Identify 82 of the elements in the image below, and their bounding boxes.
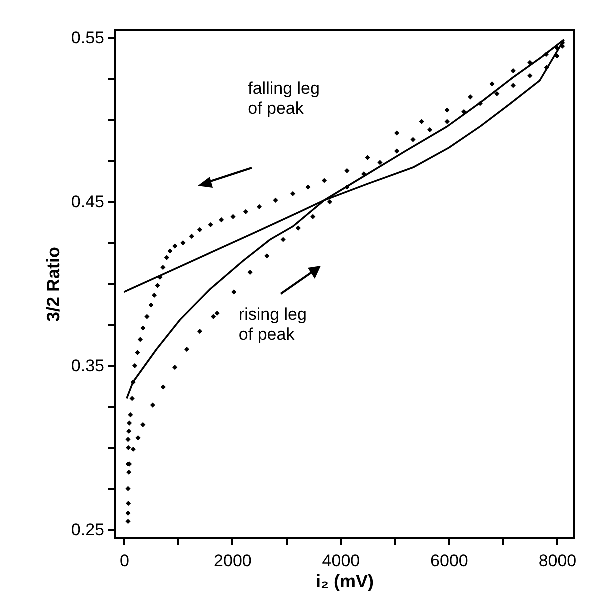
x-tick-label: 6000 (430, 552, 468, 570)
annotation: falling leg of peak (248, 78, 320, 118)
point (172, 365, 178, 370)
point (243, 209, 249, 214)
point (322, 178, 328, 184)
x-axis-title: i₂ (mV) (316, 572, 374, 592)
point (164, 255, 170, 260)
point (273, 198, 278, 203)
point (444, 108, 450, 113)
point (214, 310, 220, 316)
x-tick-label: 4000 (322, 552, 360, 570)
point (148, 302, 154, 308)
point (172, 244, 178, 249)
point (132, 363, 138, 368)
point (280, 237, 286, 242)
point (197, 328, 203, 334)
point (135, 350, 140, 356)
y-tick-label: 0.55 (71, 28, 104, 48)
point (130, 396, 135, 402)
point (210, 314, 216, 320)
point (248, 270, 253, 276)
point (264, 254, 270, 259)
annotation: rising leg of peak (238, 304, 307, 344)
point (306, 184, 311, 190)
point (197, 227, 203, 232)
point (184, 347, 190, 352)
point (140, 326, 146, 331)
point (130, 446, 136, 452)
y-axis-title: 3/2 Ratio (43, 246, 64, 322)
point (310, 214, 316, 220)
point (160, 384, 166, 390)
x-tick-label: 8000 (538, 552, 577, 570)
point (155, 283, 160, 288)
point (168, 248, 173, 254)
y-tick-label: 0.45 (71, 192, 104, 212)
point (444, 119, 450, 124)
point (256, 204, 262, 210)
point (136, 435, 141, 441)
point (138, 337, 143, 342)
point (127, 420, 132, 426)
point (126, 501, 132, 506)
point (150, 402, 156, 408)
point (126, 519, 131, 524)
point (126, 486, 131, 492)
point (152, 292, 158, 298)
point (490, 82, 495, 87)
point (232, 290, 237, 295)
point (394, 148, 400, 154)
point (510, 83, 516, 88)
point (419, 119, 424, 124)
point (126, 428, 132, 434)
x-tick-label: 2000 (214, 552, 252, 570)
point (554, 54, 560, 59)
point (208, 222, 214, 228)
point (510, 68, 516, 74)
y-tick-label: 0.35 (71, 356, 104, 376)
point (410, 137, 416, 142)
x-tick-label: 0 (120, 552, 130, 570)
point (189, 234, 194, 240)
point (180, 240, 186, 246)
point (126, 470, 132, 475)
point (378, 160, 383, 166)
point (296, 226, 302, 231)
point (144, 314, 150, 320)
point (468, 94, 474, 100)
point (344, 168, 350, 174)
point (290, 191, 296, 196)
point (394, 130, 400, 136)
point (427, 127, 433, 133)
point (160, 265, 166, 270)
point (126, 445, 132, 450)
point (528, 73, 533, 78)
point (140, 422, 146, 428)
point (126, 437, 131, 442)
point (219, 218, 224, 223)
point (494, 91, 500, 96)
point (126, 510, 131, 516)
point (365, 155, 370, 160)
y-tick-label: 0.25 (71, 520, 104, 540)
point (230, 214, 236, 220)
point (128, 412, 134, 418)
point (327, 200, 332, 205)
